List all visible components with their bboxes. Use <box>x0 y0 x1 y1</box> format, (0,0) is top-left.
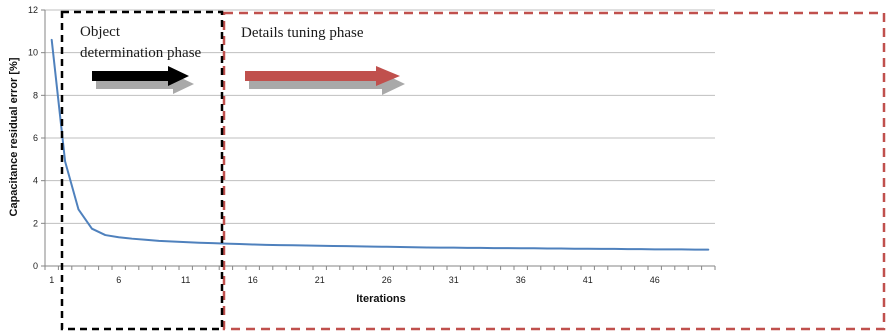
y-tick-label: 8 <box>33 90 38 100</box>
details-tuning-phase-label: Details tuning phase <box>241 25 364 41</box>
y-tick-label: 2 <box>33 218 38 228</box>
x-tick-label: 6 <box>116 275 121 285</box>
x-tick-label: 36 <box>516 275 526 285</box>
object-determination-phase-box <box>60 10 224 331</box>
x-tick-label: 11 <box>181 275 190 285</box>
y-tick-label: 10 <box>28 48 38 58</box>
y-tick-label: 0 <box>33 261 38 271</box>
x-tick-label: 1 <box>49 275 54 285</box>
object-determination-phase-label-line1: Object <box>80 24 121 40</box>
x-axis-title: Iterations <box>356 293 406 305</box>
series-line-capacitance-error <box>50 38 710 251</box>
series-lines <box>50 38 710 251</box>
details-tuning-arrow <box>245 66 405 95</box>
y-tick-label: 12 <box>28 5 38 15</box>
y-axis-title: Capacitance residual error [%] <box>8 57 20 216</box>
x-tick-label: 21 <box>315 275 325 285</box>
y-tick-label: 6 <box>33 133 38 143</box>
object-determination-arrow <box>92 66 194 94</box>
y-tick-label: 4 <box>33 176 38 186</box>
x-tick-label: 16 <box>248 275 258 285</box>
x-tick-label: 31 <box>449 275 459 285</box>
x-tick-label: 26 <box>382 275 392 285</box>
object-determination-phase-label-line2: determination phase <box>80 45 202 61</box>
details-tuning-phase-box <box>222 11 886 331</box>
x-tick-label: 41 <box>583 275 593 285</box>
gridlines <box>45 9 715 224</box>
x-tick-label: 46 <box>650 275 660 285</box>
axes <box>41 9 716 270</box>
